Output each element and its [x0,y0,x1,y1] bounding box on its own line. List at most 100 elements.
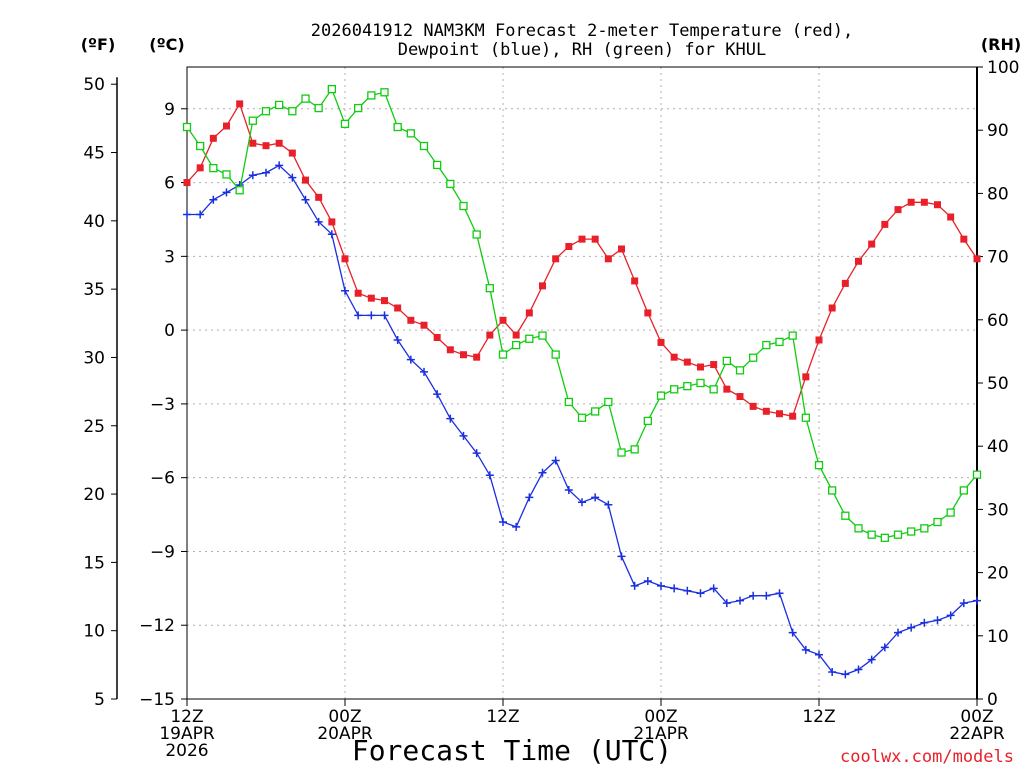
temperature-point [552,255,560,263]
rh-point [828,486,837,495]
temperature-point [894,206,902,214]
rh-point [670,385,679,394]
celsius-tick-label: −6 [150,469,175,489]
rh-point [288,107,297,116]
rh-point [933,517,942,527]
rh-point [419,141,429,151]
rh-line [186,87,978,539]
temperature-point [262,142,270,150]
rh-point [275,100,284,110]
fahrenheit-tick-label: 35 [83,280,105,300]
temperature-point [499,316,507,324]
rh-point [446,179,455,189]
chart-title-line1: 2026041912 NAM3KM Forecast 2-meter Tempe… [311,21,853,41]
dewpoint-point [841,670,850,679]
rh-point [380,88,389,97]
dewpoint-point [380,311,389,320]
x-tick-label: 12Z [170,707,203,727]
rh-point [222,170,231,179]
dewpoint-point [367,311,376,320]
rh-point [327,84,336,94]
rh-point [196,141,205,151]
temperature-point [565,243,573,251]
temperature-point [802,373,810,381]
celsius-tick-label: 9 [164,100,175,120]
temperature-point [275,139,283,147]
temperature-point [881,220,889,228]
rh-point [814,461,824,470]
rh-point [762,340,771,350]
temperature-point [209,134,217,142]
rh-point [775,337,784,347]
temperature-point [460,351,467,359]
dewpoint-point [722,599,731,608]
rh-tick-label: 90 [987,121,1009,141]
fahrenheit-tick-label: 30 [83,348,105,368]
rh-point [709,385,718,394]
rh-point [393,122,402,132]
dewpoint-point [485,471,494,480]
rh-point [920,524,929,533]
dewpoint-point [222,188,231,197]
temperature-point [328,218,336,226]
rh-point [433,160,442,170]
fahrenheit-tick-label: 40 [83,212,105,232]
temperature-point [394,304,402,312]
dewpoint-point [775,589,784,598]
rh-point [854,524,863,533]
dewpoint-point [262,168,270,177]
rh-point [525,334,534,343]
dewpoint-point [248,171,257,180]
fahrenheit-tick-label: 10 [83,622,105,642]
temperature-point [433,334,441,342]
rh-axis-unit: (RH) [981,35,1021,54]
temperature-point [196,164,204,172]
rh-point [248,116,257,125]
rh-point [959,486,968,495]
rh-point [564,397,573,407]
temperature-point [407,316,415,324]
temperature-point [618,245,625,253]
dewpoint-point [683,586,692,595]
rh-point [722,356,731,366]
rh-point [354,103,363,113]
rh-point [367,91,376,100]
temperature-point [183,179,191,187]
temperature-point [960,235,968,243]
dewpoint-point [670,584,679,593]
celsius-tick-label: 3 [164,247,175,267]
temperature-point [736,393,744,401]
rh-tick-label: 30 [987,500,1009,520]
temperature-point [855,257,862,265]
temperature-point [749,402,757,410]
dewpoint-point [275,161,284,170]
temperature-point [446,346,454,354]
rh-tick-label: 0 [987,690,998,710]
dewpoint-point [749,591,758,600]
rh-point [340,119,350,129]
dewpoint-point [657,581,665,590]
dewpoint-point [288,173,297,182]
rh-point [907,527,916,536]
rh-point [617,448,626,457]
temperature-point [288,149,296,157]
temperature-point [934,201,941,209]
dewpoint-point [301,195,310,204]
rh-point [735,366,745,375]
temperature-point [381,297,388,305]
dewpoint-point [446,414,455,423]
fahrenheit-tick-label: 45 [83,144,105,164]
grid-lines [186,67,978,700]
temperature-point [907,198,915,206]
dewpoint-point [591,493,600,502]
temperature-point [236,100,244,108]
rh-tick-label: 70 [987,248,1009,268]
dewpoint-point [512,522,521,531]
dewpoint-point [630,581,639,590]
temperature-point [525,309,533,317]
dewpoint-point [472,449,481,458]
celsius-tick-label: 0 [164,321,175,341]
rh-point [841,511,850,520]
celsius-tick-label: −15 [139,690,175,710]
temperature-point [341,255,349,263]
